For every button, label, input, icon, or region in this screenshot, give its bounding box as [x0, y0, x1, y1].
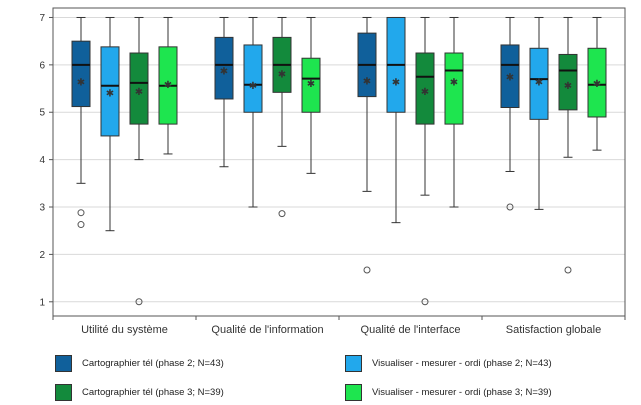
outlier-point	[421, 298, 429, 306]
box-group: ✱	[558, 16, 578, 274]
mean-marker: ✱	[106, 88, 114, 99]
legend-swatch	[345, 355, 362, 372]
outlier-point	[506, 203, 514, 211]
x-axis: Utilité du système Qualité de l'informati…	[52, 316, 626, 336]
box	[71, 40, 91, 108]
mean-marker: ✱	[135, 87, 143, 98]
legend-swatch	[345, 384, 362, 401]
x-tick-label: Qualité de l'interface	[361, 324, 461, 336]
box-group: ✱	[243, 16, 263, 208]
legend-item-carto-phase3: Cartographier tél (phase 3; N=39)	[55, 384, 224, 401]
legend-label: Cartographier tél (phase 2; N=43)	[82, 358, 224, 369]
legend-swatch	[55, 355, 72, 372]
box	[444, 52, 464, 125]
mean-marker: ✱	[363, 76, 371, 87]
box	[415, 52, 435, 125]
legend-item-carto-phase2: Cartographier tél (phase 2; N=43)	[55, 355, 224, 372]
mean-marker: ✱	[564, 81, 572, 92]
y-tick-label: 2	[39, 250, 45, 261]
y-tick-label: 4	[39, 155, 45, 166]
mean-marker: ✱	[535, 77, 543, 88]
y-tick-label: 1	[39, 297, 45, 308]
mean-marker: ✱	[392, 77, 400, 88]
box	[529, 47, 549, 120]
box-group: ✱	[71, 16, 91, 229]
box-group: ✱	[444, 16, 464, 208]
box-group: ✱	[415, 16, 435, 306]
outlier-point	[564, 266, 572, 274]
box-series: ✱ ✱ ✱ ✱ ✱ ✱ ✱ ✱ ✱ ✱ ✱ ✱ ✱ ✱ ✱ ✱	[71, 16, 607, 306]
legend-swatch	[55, 384, 72, 401]
box-group: ✱	[386, 16, 406, 224]
box-group: ✱	[500, 16, 520, 211]
outlier-point	[77, 209, 85, 217]
outlier-point	[135, 298, 143, 306]
box-group: ✱	[214, 16, 234, 168]
box	[243, 44, 263, 113]
mean-marker: ✱	[450, 77, 458, 88]
mean-marker: ✱	[164, 80, 172, 91]
y-tick-label: 6	[39, 60, 45, 71]
legend-item-visu-phase2: Visualiser - mesurer - ordi (phase 2; N=…	[345, 355, 552, 372]
box	[301, 57, 321, 113]
x-tick-label: Qualité de l'information	[211, 324, 323, 336]
legend-label: Visualiser - mesurer - ordi (phase 3; N=…	[372, 387, 552, 398]
y-tick-label: 5	[39, 108, 45, 119]
mean-marker: ✱	[278, 69, 286, 80]
box	[587, 47, 607, 118]
x-tick-label: Utilité du système	[81, 324, 168, 336]
legend: Cartographier tél (phase 2; N=43) Visual…	[0, 340, 641, 401]
box	[500, 44, 520, 109]
y-tick-label: 7	[39, 13, 45, 24]
mean-marker: ✱	[220, 67, 228, 78]
legend-label: Cartographier tél (phase 3; N=39)	[82, 387, 224, 398]
legend-label: Visualiser - mesurer - ordi (phase 2; N=…	[372, 358, 552, 369]
y-tick-label: 3	[39, 203, 45, 214]
mean-marker: ✱	[249, 81, 257, 92]
box-group: ✱	[301, 16, 321, 174]
mean-marker: ✱	[307, 79, 315, 90]
box	[129, 52, 149, 125]
outlier-point	[278, 210, 286, 218]
plot-frame	[52, 7, 626, 317]
mean-marker: ✱	[421, 87, 429, 98]
box-group: ✱	[357, 16, 377, 274]
box-group: ✱	[158, 16, 178, 155]
box-group: ✱	[272, 16, 292, 218]
outlier-point	[77, 221, 85, 229]
mean-marker: ✱	[506, 73, 514, 84]
box-group: ✱	[587, 16, 607, 151]
box-group: ✱	[529, 16, 549, 210]
box-group: ✱	[100, 16, 120, 232]
y-axis: 1 2 3 4 5 6 7	[39, 13, 53, 308]
x-tick-label: Satisfaction globale	[506, 324, 601, 336]
mean-marker: ✱	[77, 77, 85, 88]
mean-marker: ✱	[593, 79, 601, 90]
box	[558, 53, 578, 111]
box	[100, 46, 120, 137]
box	[214, 36, 234, 100]
legend-item-visu-phase3: Visualiser - mesurer - ordi (phase 3; N=…	[345, 384, 552, 401]
outlier-point	[363, 266, 371, 274]
boxplot-chart: 1 2 3 4 5 6 7 Utilité du système Qualité de l'i…	[39, 7, 626, 336]
box-group: ✱	[129, 16, 149, 306]
